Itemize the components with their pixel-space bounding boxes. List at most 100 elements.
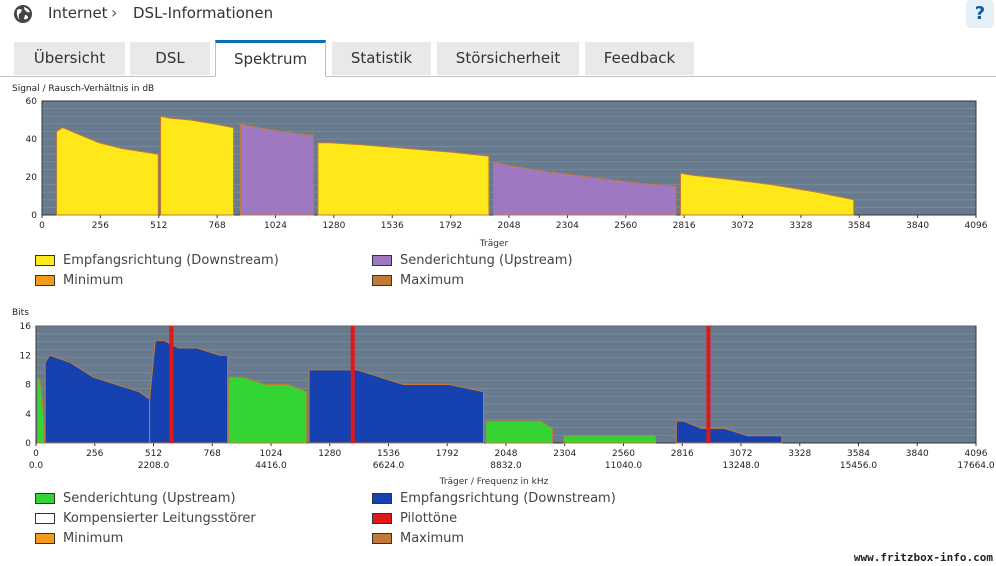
legend-label-noise: Kompensierter Leitungsstörer <box>63 511 256 526</box>
legend-swatch-bits-minimum <box>35 533 55 544</box>
tab-bar: Übersicht DSL Spektrum Statistik Störsic… <box>0 40 996 77</box>
legend-swatch-noise <box>35 513 55 524</box>
legend-swatch-pilot <box>372 513 392 524</box>
snr-x-tick-label: 0 <box>39 221 45 231</box>
tab-dsl[interactable]: DSL <box>130 42 210 75</box>
snr-x-tick-label: 3072 <box>731 221 754 231</box>
bits-x-tick-label: 3072 <box>730 449 753 459</box>
snr-y-tick-label: 40 <box>26 135 38 145</box>
snr-x-tick-label: 1024 <box>264 221 287 231</box>
legend-label-minimum: Minimum <box>63 273 124 288</box>
snr-y-tick-label: 0 <box>31 211 37 221</box>
legend-label-bits-minimum: Minimum <box>63 531 124 546</box>
bits-x-tick-label: 3840 <box>906 449 929 459</box>
bits-freq-tick-label: 11040.0 <box>605 461 642 471</box>
bits-series-0-segment-1 <box>228 376 308 444</box>
tab-spektrum[interactable]: Spektrum <box>215 40 326 77</box>
legend-label-bits-maximum: Maximum <box>400 531 465 546</box>
bits-x-tick-label: 1536 <box>377 449 400 459</box>
bits-series-1-segment-3 <box>675 420 783 444</box>
snr-chart: Signal / Rausch-Verhältnis in dB 0 20 40 60… <box>12 84 988 249</box>
help-button[interactable]: ? <box>966 0 994 28</box>
bits-x-tick-label: 4096 <box>965 449 988 459</box>
bits-y-tick-label: 8 <box>25 381 31 391</box>
snr-series-1-segment-0 <box>239 123 314 216</box>
tab-uebersicht[interactable]: Übersicht <box>14 42 125 75</box>
bits-x-tick-label: 2816 <box>671 449 694 459</box>
bits-freq-tick-label: 2208.0 <box>138 461 170 471</box>
legend-label-pilot: Pilottöne <box>400 511 458 526</box>
bits-y-tick-label: 4 <box>25 410 31 420</box>
bits-y-tick-label: 16 <box>20 322 32 332</box>
legend-label-upstream: Senderichtung (Upstream) <box>400 253 573 268</box>
bits-ylabel: Bits <box>12 308 29 318</box>
bits-series-0-segment-0 <box>36 376 45 444</box>
bits-series-0-segment-3 <box>563 435 657 444</box>
snr-x-tick-label: 2560 <box>614 221 637 231</box>
snr-series-1-segment-1 <box>492 161 677 216</box>
bits-freq-tick-label: 8832.0 <box>490 461 522 471</box>
snr-x-tick-label: 3584 <box>848 221 871 231</box>
bits-freq-tick-label: 15456.0 <box>840 461 877 471</box>
bits-series-0-segment-2 <box>485 420 553 444</box>
bits-x-tick-label: 3584 <box>847 449 870 459</box>
snr-x-tick-label: 768 <box>209 221 226 231</box>
snr-xlabel: Träger <box>479 239 509 249</box>
snr-series-0-segment-1 <box>160 115 235 216</box>
breadcrumb-separator: › <box>111 3 118 22</box>
legend-label-maximum: Maximum <box>400 273 465 288</box>
bits-x-tick-label: 1792 <box>436 449 459 459</box>
legend-swatch-maximum <box>372 275 392 286</box>
tab-statistik[interactable]: Statistik <box>332 42 431 75</box>
snr-legend: Empfangsrichtung (Downstream) Sendericht… <box>35 253 735 293</box>
tab-stoersicherheit[interactable]: Störsicherheit <box>437 42 579 75</box>
page-title: DSL-Informationen <box>133 4 274 22</box>
bits-x-tick-label: 1024 <box>260 449 283 459</box>
breadcrumb-internet[interactable]: Internet <box>48 4 108 22</box>
tab-feedback[interactable]: Feedback <box>585 42 694 75</box>
bits-x-tick-label: 1280 <box>318 449 341 459</box>
snr-ylabel: Signal / Rausch-Verhältnis in dB <box>12 84 154 94</box>
globe-icon <box>14 5 32 23</box>
bits-y-tick-label: 12 <box>20 351 31 361</box>
legend-swatch-minimum <box>35 275 55 286</box>
snr-y-tick-label: 60 <box>26 97 38 107</box>
bits-x-tick-label: 512 <box>145 449 162 459</box>
bits-freq-tick-label: 4416.0 <box>255 461 287 471</box>
snr-y-tick-label: 20 <box>26 173 38 183</box>
snr-x-tick-label: 1536 <box>381 221 404 231</box>
legend-swatch-bits-upstream <box>35 493 55 504</box>
legend-swatch-bits-downstream <box>372 493 392 504</box>
bits-series-1-segment-1 <box>149 340 229 444</box>
legend-swatch-bits-maximum <box>372 533 392 544</box>
bits-y-tick-label: 0 <box>25 439 31 449</box>
bits-freq-tick-label: 13248.0 <box>722 461 759 471</box>
top-bar: Internet › DSL-Informationen ? <box>0 0 996 30</box>
bits-x-tick-label: 2304 <box>553 449 576 459</box>
bits-x-tick-label: 256 <box>86 449 103 459</box>
bits-chart: Bits 0 4 8 12 16 0 256 512 768 1024 1280 1536 1792 20… <box>12 308 995 487</box>
bits-xlabel: Träger / Frequenz in kHz <box>439 477 549 487</box>
snr-x-tick-label: 2048 <box>498 221 521 231</box>
snr-x-tick-label: 2816 <box>673 221 696 231</box>
snr-x-tick-label: 1792 <box>439 221 462 231</box>
bits-x-tick-label: 3328 <box>788 449 811 459</box>
snr-series-0-segment-3 <box>679 172 855 216</box>
bits-legend: Senderichtung (Upstream) Empfangsrichtun… <box>35 491 735 551</box>
snr-x-tick-label: 3840 <box>906 221 929 231</box>
snr-x-tick-label: 512 <box>150 221 167 231</box>
snr-x-tick-label: 2304 <box>556 221 579 231</box>
bits-x-tick-label: 2560 <box>612 449 635 459</box>
snr-x-tick-label: 4096 <box>965 221 988 231</box>
bits-x-tick-label: 768 <box>204 449 221 459</box>
bits-freq-tick-label: 0.0 <box>29 461 44 471</box>
legend-swatch-downstream <box>35 255 55 266</box>
watermark: www.fritzbox-info.com <box>853 551 993 564</box>
snr-x-tick-label: 3328 <box>789 221 812 231</box>
bits-freq-tick-label: 6624.0 <box>373 461 405 471</box>
legend-label-downstream: Empfangsrichtung (Downstream) <box>63 253 279 268</box>
bits-x-tick-label: 2048 <box>495 449 518 459</box>
bits-x-tick-label: 0 <box>33 449 39 459</box>
snr-x-tick-label: 256 <box>92 221 109 231</box>
legend-label-bits-upstream: Senderichtung (Upstream) <box>63 491 236 506</box>
